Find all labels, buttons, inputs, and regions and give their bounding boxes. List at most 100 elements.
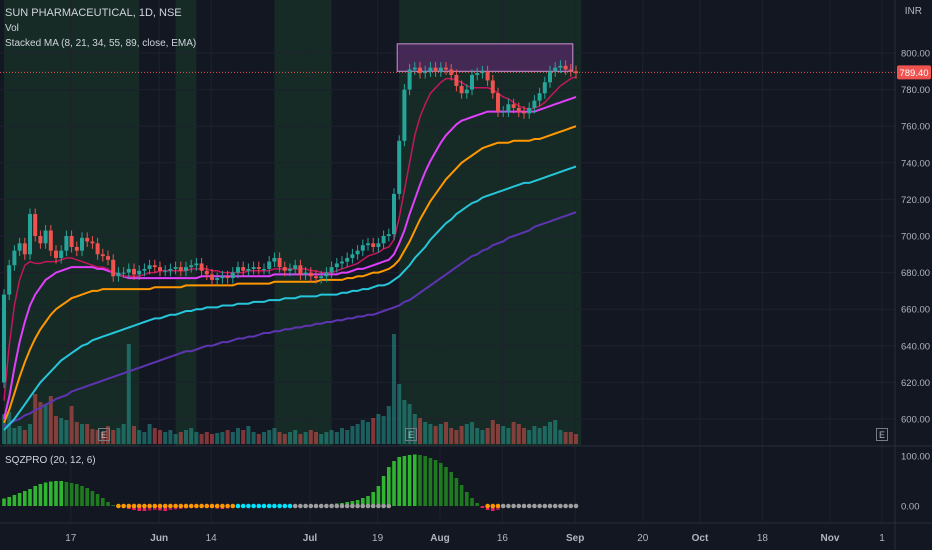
candle-body [423,71,428,74]
squeeze-dot [178,503,184,509]
squeeze-dot [240,503,246,509]
candle-body [74,246,79,251]
volume-bar [48,396,53,444]
squeeze-bar [106,502,110,506]
candle-body [142,268,147,271]
candle-body [64,236,69,251]
squeeze-dot [220,503,225,509]
squeeze-dot [516,503,522,509]
session-band [175,0,197,446]
price-tick-label: 620.00 [901,378,930,389]
volume-bar [511,422,516,444]
squeeze-bar [418,455,422,506]
volume-bar [397,384,402,444]
volume-bar [215,433,220,444]
candle-body [355,250,360,255]
candle-body [163,270,168,272]
volume-bar [522,428,526,444]
candle-body [506,104,511,112]
squeeze-bar [459,485,464,506]
volume-bar [428,424,433,444]
candle-body [121,272,126,274]
candle-body [418,67,422,74]
squeeze-dot [272,503,277,509]
volume-bar [350,426,355,444]
squeeze-dot [552,503,558,509]
volume-bar [308,430,313,444]
time-tick-label: 18 [757,533,769,544]
volume-bar [225,430,230,444]
earnings-marker[interactable]: E [405,428,417,441]
earnings-marker[interactable]: E [98,428,110,441]
volume-bar [449,428,454,444]
squeeze-dot [157,503,163,509]
volume-bar [43,404,48,444]
squeeze-bar [449,472,453,506]
squeeze-bar [33,486,37,506]
candle-body [438,67,443,72]
volume-bar [542,426,547,444]
volume-bar [334,432,339,444]
candle-body [407,69,412,90]
candle-body [100,254,105,257]
candle-body [490,80,495,94]
volume-bar [454,430,459,444]
volume-bar [132,426,136,444]
volume-legend: Vol [5,23,19,34]
candle-body [454,74,459,86]
squeeze-bar [366,496,370,506]
candle-body [256,267,261,269]
candle-body [152,265,157,268]
volume-bar [319,434,324,444]
price-tick-label: 720.00 [901,195,930,206]
squeeze-bar [402,456,407,506]
squeeze-dot [329,503,334,509]
candle-body [397,140,402,194]
squeeze-dot [199,503,204,509]
volume-bar [418,418,422,444]
candle-body [220,276,225,279]
candle-body [553,67,558,72]
volume-bar [194,432,199,444]
last-price-label: 789.40 [899,68,928,79]
volume-bar [142,432,147,444]
candle-body [272,257,277,262]
volume-bar [137,430,142,444]
candle-body [225,276,230,279]
symbol-title: SUN PHARMACEUTICAL, 1D, NSE [5,7,182,19]
volume-bar [548,422,552,444]
squeeze-bar [392,461,396,506]
squeeze-dot [225,503,230,509]
candle-body [314,276,318,279]
volume-bar [355,424,360,444]
squeeze-dot [142,503,147,509]
candle-body [199,263,204,271]
squeeze-bar [397,457,401,506]
volume-bar [412,414,417,444]
squeeze-dot [152,503,158,509]
time-tick-label: 20 [637,533,649,544]
squeeze-dot [131,503,137,509]
candle-body [116,272,121,277]
volume-bar [490,420,495,444]
squeeze-dot [282,503,288,509]
squeeze-dot [246,503,251,509]
candle-body [371,243,376,247]
squeeze-bar [59,481,63,506]
volume-bar [163,432,168,444]
time-tick-label: 16 [497,533,509,544]
candle-body [480,71,485,74]
candle-body [563,65,568,70]
time-tick-label: Aug [430,533,449,544]
squeeze-bar [413,454,417,506]
candle-body [43,230,48,244]
earnings-marker[interactable]: E [876,428,888,441]
time-tick-label: 14 [206,533,218,544]
price-tick-label: 800.00 [901,49,930,60]
candle-body [558,65,563,68]
squeeze-dot [542,503,548,509]
squeeze-bar [376,486,381,506]
volume-bar [241,430,246,444]
squeeze-bar [428,458,433,506]
